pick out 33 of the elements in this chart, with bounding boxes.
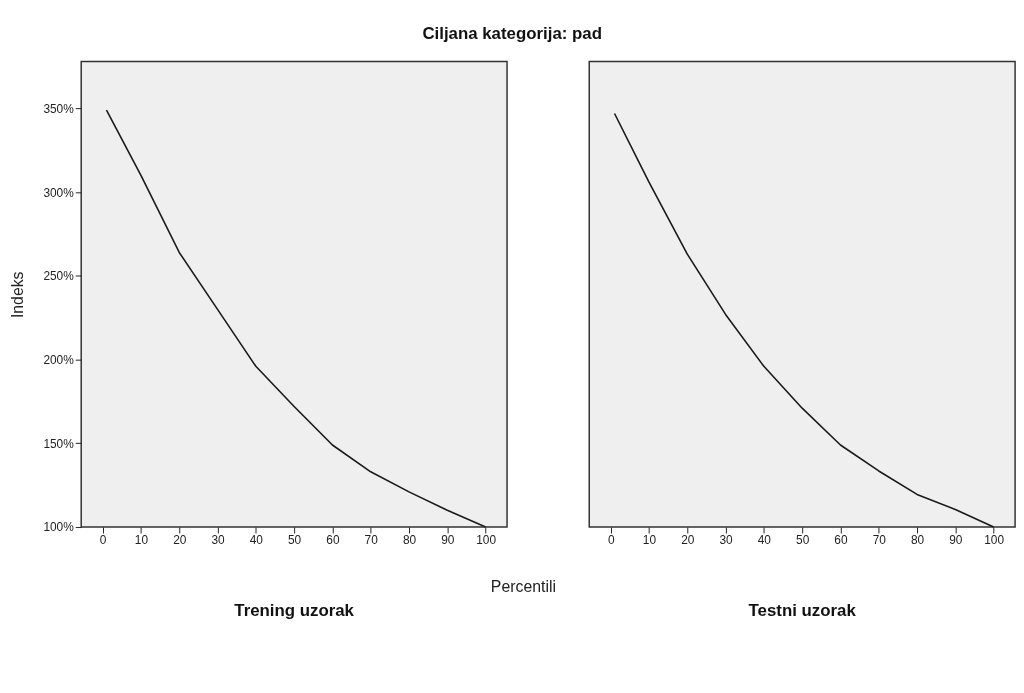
x-tick-label: 10 [134, 533, 149, 548]
x-tick-label: 100 [476, 533, 497, 548]
y-tick-label: 150% [43, 436, 75, 451]
x-tick-label: 20 [173, 533, 187, 548]
x-axis-title: Percentili [490, 577, 556, 595]
y-tick-label: 200% [43, 353, 75, 368]
x-tick-label: 90 [949, 533, 963, 548]
x-tick-label: 50 [288, 533, 302, 548]
y-tick-label: 350% [43, 101, 75, 116]
y-tick-label: 300% [43, 185, 75, 200]
y-tick-label: 250% [43, 269, 75, 284]
x-tick-label: 0 [607, 533, 615, 548]
x-tick-label: 80 [402, 533, 417, 548]
y-tick-label: 100% [43, 520, 75, 535]
x-tick-label: 100 [984, 533, 1005, 548]
x-tick-label: 0 [99, 533, 107, 548]
x-tick-label: 40 [757, 533, 772, 548]
x-tick-label: 10 [642, 533, 657, 548]
x-tick-label: 70 [364, 533, 379, 548]
text: Trening uzorak [234, 601, 355, 621]
x-tick-label: 90 [441, 533, 455, 548]
x-tick-label: 40 [249, 533, 264, 548]
x-tick-label: 30 [211, 533, 226, 548]
x-tick-label: 80 [910, 533, 925, 548]
x-tick-label: 30 [719, 533, 734, 548]
x-tick-label: 20 [681, 533, 695, 548]
x-tick-label: 50 [796, 533, 810, 548]
chart-title: Ciljana kategorija: pad [422, 24, 602, 44]
x-tick-label: 60 [326, 533, 340, 548]
y-axis-title: Indeks [8, 271, 26, 319]
text: Testni uzorak [748, 601, 857, 621]
x-tick-label: 60 [834, 533, 848, 548]
x-tick-label: 70 [872, 533, 887, 548]
